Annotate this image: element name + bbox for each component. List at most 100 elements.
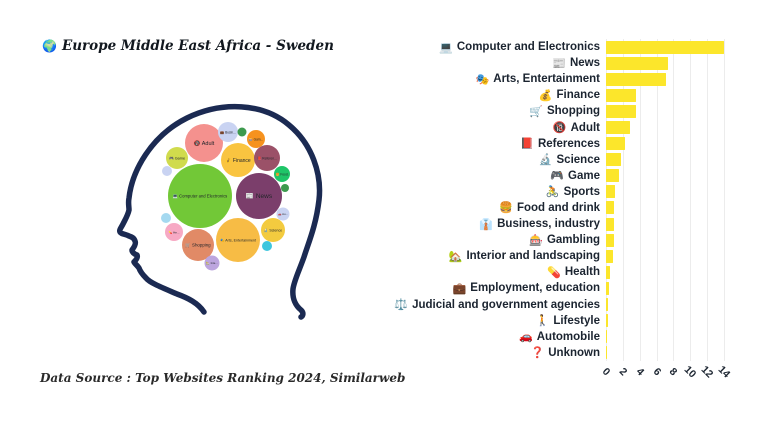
category-icon: 🏡 — [448, 250, 463, 263]
category-icon: 💊 — [547, 266, 561, 279]
head-outline — [117, 103, 323, 320]
category-label: 💻 Computer and Electronics — [390, 39, 606, 55]
bar-row — [606, 216, 768, 232]
category-bubble — [247, 130, 265, 148]
bar-row — [606, 119, 768, 135]
category-label: 🎮 Game — [390, 168, 606, 184]
bubble-label: 💰 Finance — [225, 157, 251, 164]
category-label: 🔞 Adult — [390, 119, 606, 135]
bar-row — [606, 55, 768, 71]
bubble-label: 🚗 Au... — [278, 212, 288, 216]
bar-row — [606, 136, 768, 152]
bar — [606, 249, 614, 263]
gridline-x-4 — [639, 39, 641, 361]
category-text: Game — [568, 169, 600, 182]
head-bubble-chart: 🔞 Adult 💼 Busin... 🎰 Gam... 🎮 Game 💰 Finance… — [105, 88, 355, 358]
category-icon: ⚖️ — [394, 299, 409, 312]
bar — [606, 201, 615, 215]
category-bubble — [254, 145, 280, 171]
category-label: 🎭 Arts, Entertainment — [390, 71, 606, 87]
category-icon: 🎭 — [475, 73, 490, 86]
gridline-x-0 — [606, 39, 607, 361]
bar-row — [606, 248, 768, 264]
category-text: Lifestyle — [553, 314, 600, 327]
page-title-text: Europe Middle East Africa - Sweden — [61, 38, 334, 54]
category-label: 💊 Health — [390, 264, 606, 280]
category-bubble — [166, 147, 188, 169]
category-label: 💼 Employment, education — [390, 280, 606, 296]
x-tick-label: 12 — [698, 363, 716, 381]
bar-row — [606, 297, 768, 313]
bar-row — [606, 168, 768, 184]
bar — [606, 72, 666, 86]
gridline-x-14 — [724, 39, 726, 361]
category-bubble — [165, 223, 183, 241]
category-bubble — [281, 184, 289, 192]
category-label: 🎰 Gambling — [390, 232, 606, 248]
category-bubble — [204, 255, 220, 271]
category-text: Finance — [556, 89, 600, 102]
category-label: 📕 References — [390, 136, 606, 152]
x-tick-label: 10 — [681, 363, 699, 381]
category-text: Employment, education — [470, 282, 600, 295]
category-text: References — [537, 137, 600, 150]
bar — [606, 104, 637, 118]
bar-row — [606, 200, 768, 216]
category-icon: 🎰 — [529, 234, 543, 247]
category-bubble — [237, 127, 247, 137]
bar — [606, 137, 625, 151]
bubble-label: 💊 He... — [169, 230, 180, 234]
bar-row — [606, 264, 768, 280]
bar — [606, 314, 608, 328]
category-text: Business, industry — [497, 218, 600, 231]
category-bubble — [168, 164, 232, 228]
category-icon: 🔬 — [538, 154, 553, 167]
category-bubble — [185, 124, 223, 162]
head-silhouette-svg: 🔞 Adult 💼 Busin... 🎰 Gam... 🎮 Game 💰 Finance… — [117, 103, 323, 320]
category-label: 🍔 Food and drink — [390, 200, 606, 216]
bar-row — [606, 313, 768, 329]
bubble-label: 💻 Computer and Electronics — [173, 194, 228, 199]
category-icon: 🍔 — [499, 202, 513, 215]
data-source-note: Data Source : Top Websites Ranking 2024,… — [40, 371, 406, 385]
category-icon: ❓ — [530, 347, 545, 360]
bar-chart-category-labels: 💻 Computer and Electronics 📰 News 🎭 Arts, Ent… — [390, 39, 606, 361]
bar — [606, 185, 616, 199]
category-bubble — [261, 218, 285, 242]
x-tick-label: 14 — [715, 363, 733, 381]
bar — [606, 298, 608, 311]
category-label: 👔 Business, industry — [390, 216, 606, 232]
category-label: 🔬 Science — [390, 152, 606, 168]
category-text: Arts, Entertainment — [493, 73, 600, 86]
x-tick-label: 8 — [667, 365, 680, 379]
category-bubble — [162, 166, 172, 176]
bar-row — [606, 39, 768, 55]
gridline-x-12 — [707, 39, 709, 361]
category-icon: 💼 — [452, 282, 467, 295]
bar-row — [606, 103, 768, 119]
bubble-label: 🛒 Shopping — [185, 243, 211, 248]
bar-row — [606, 345, 768, 361]
category-icon: 🔞 — [552, 122, 567, 135]
gridline-x-6 — [656, 39, 658, 361]
category-text: Judicial and government agencies — [412, 298, 600, 311]
category-bubble — [218, 122, 238, 142]
bar — [606, 233, 614, 247]
category-icon: 💰 — [538, 89, 553, 102]
x-tick-label: 4 — [633, 365, 647, 379]
category-bubble — [182, 229, 214, 261]
category-bubble — [276, 207, 290, 221]
category-icon: 🚶 — [535, 315, 550, 328]
category-label: 💰 Finance — [390, 87, 606, 103]
category-text: Automobile — [536, 330, 600, 343]
bar — [606, 169, 619, 183]
bar — [606, 120, 630, 134]
category-label: 🚴 Sports — [390, 184, 606, 200]
category-text: Shopping — [546, 105, 600, 118]
gridline-x-8 — [673, 39, 675, 361]
category-icon: 💻 — [439, 41, 453, 54]
category-text: News — [569, 57, 600, 70]
bar — [606, 56, 668, 70]
bar — [606, 281, 609, 295]
x-tick-label: 6 — [650, 365, 663, 379]
